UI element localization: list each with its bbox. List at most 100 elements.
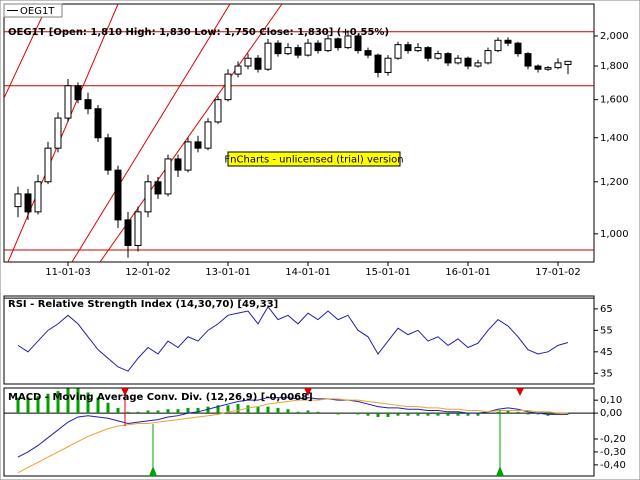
rsi-line xyxy=(17,305,569,372)
histogram-bar xyxy=(116,407,120,414)
legend-label: OEG1T xyxy=(20,6,55,17)
candle-body xyxy=(484,50,492,64)
candle-body xyxy=(64,85,72,119)
candle-body xyxy=(524,53,532,67)
histogram-bar xyxy=(446,413,450,416)
x-tick-label: 13-01-01 xyxy=(205,267,250,278)
candle-body xyxy=(404,44,412,52)
histogram-bar xyxy=(506,410,510,414)
x-tick-label: 12-01-02 xyxy=(125,267,170,278)
histogram-bar xyxy=(406,413,410,416)
candle-body xyxy=(114,169,122,221)
candle-body xyxy=(34,181,42,213)
candle-body xyxy=(314,42,322,52)
rsi-plot xyxy=(4,297,594,384)
candle-body xyxy=(464,57,472,67)
trend-line xyxy=(71,4,231,262)
trend-lines xyxy=(4,4,283,262)
price-plot xyxy=(4,30,594,258)
histogram-bar xyxy=(166,409,170,414)
candle-body xyxy=(534,65,542,70)
watermark-box xyxy=(227,151,401,167)
histogram-bar xyxy=(426,413,430,416)
buy-signal xyxy=(149,466,157,476)
candle-body xyxy=(424,47,432,59)
histogram-bar xyxy=(456,413,460,416)
histogram-bar xyxy=(266,406,270,414)
panel-title: MACD - Moving Average Conv. Div. (12,26,… xyxy=(8,392,313,403)
x-tick-label: 16-01-01 xyxy=(445,267,490,278)
trend-line xyxy=(4,4,49,99)
histogram-bar xyxy=(236,404,240,414)
histogram-bar xyxy=(206,406,210,414)
legend-box xyxy=(3,3,63,18)
histogram-bar xyxy=(86,392,90,414)
histogram-bar xyxy=(176,409,180,414)
histogram-bar xyxy=(366,413,370,416)
candle-body xyxy=(224,73,232,101)
y-tick-label: -0,20 xyxy=(600,434,626,445)
histogram-bar xyxy=(26,397,30,414)
histogram-bar xyxy=(356,413,360,415)
x-tick-label: 17-01-02 xyxy=(535,267,580,278)
sell-signal xyxy=(121,388,129,396)
macd-plot xyxy=(4,388,594,474)
buy-signal xyxy=(496,466,504,476)
candle-body xyxy=(194,141,202,149)
candle-body xyxy=(564,60,572,65)
macd-signals xyxy=(121,388,524,476)
histogram-bar xyxy=(296,411,300,414)
y-tick-label: 1,200 xyxy=(600,177,629,188)
y-tick-label: 55 xyxy=(600,325,613,336)
y-tick-label: 1,800 xyxy=(600,61,629,72)
candle-body xyxy=(84,99,92,110)
y-tick-label: 0,10 xyxy=(600,395,622,406)
histogram-bar xyxy=(536,413,540,415)
sell-signal xyxy=(304,388,312,396)
candle-body xyxy=(454,57,462,64)
candle-body xyxy=(514,42,522,55)
candle-body xyxy=(94,108,102,139)
candle-body xyxy=(354,35,362,52)
candle-body xyxy=(184,141,192,171)
macd-line xyxy=(17,397,568,458)
histogram-bar xyxy=(466,413,470,416)
histogram-bar xyxy=(566,413,570,415)
histogram-bar xyxy=(496,411,500,414)
labels: OEG1T FnCharts - unlicensed (trial) vers… xyxy=(3,3,629,471)
candle-body xyxy=(334,38,342,49)
candle-body xyxy=(434,53,442,59)
histogram-bar xyxy=(56,391,60,414)
y-tick-label: 0,00 xyxy=(600,408,622,419)
histogram-bar xyxy=(306,410,310,414)
histogram-bar xyxy=(186,407,190,414)
candle-body xyxy=(304,42,312,56)
panel-title: RSI - Relative Strength Index (14,30,70)… xyxy=(8,299,278,310)
candle-body xyxy=(364,50,372,56)
histogram-bar xyxy=(76,388,80,414)
histogram-bar xyxy=(16,397,20,414)
candle-body xyxy=(374,54,382,73)
candle-body xyxy=(284,47,292,55)
x-tick-label: 14-01-01 xyxy=(285,267,330,278)
candle-body xyxy=(174,158,182,171)
candle-body xyxy=(154,181,162,195)
candle-body xyxy=(54,117,62,149)
histogram-bar xyxy=(66,388,70,414)
histogram-bar xyxy=(416,413,420,416)
histogram-bar xyxy=(276,407,280,414)
sell-signal xyxy=(516,388,524,396)
candle-body xyxy=(164,158,172,195)
histogram-bar xyxy=(316,411,320,414)
candle-body xyxy=(24,193,32,213)
histogram-bar xyxy=(126,411,130,414)
macd-line xyxy=(17,398,568,474)
y-tick-label: 1,600 xyxy=(600,95,629,106)
candle-body xyxy=(204,121,212,149)
x-tick-label: 11-01-03 xyxy=(45,267,90,278)
candle-body xyxy=(414,47,422,52)
histogram-bar xyxy=(226,405,230,414)
candle-body xyxy=(264,42,272,70)
candle-body xyxy=(474,62,482,67)
